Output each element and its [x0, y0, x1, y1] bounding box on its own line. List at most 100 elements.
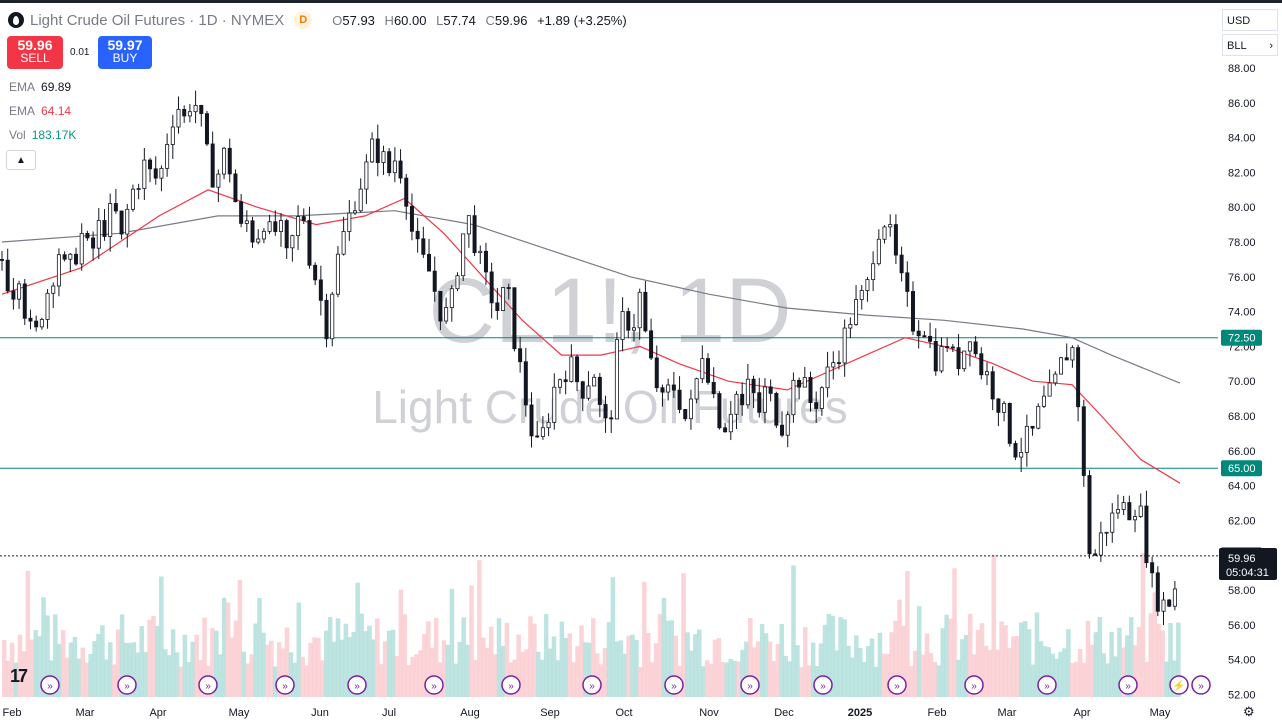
candle-body — [301, 216, 306, 221]
event-marker-icon[interactable] — [347, 675, 367, 695]
event-marker-icon[interactable] — [501, 675, 521, 695]
volume-bar — [492, 654, 498, 697]
symbol-title[interactable]: Light Crude Oil Futures · 1D · NYMEX — [30, 11, 285, 29]
candle-body — [535, 435, 540, 438]
event-marker-icon[interactable] — [1118, 675, 1138, 695]
volume-bar — [488, 626, 494, 697]
candle-body — [717, 393, 722, 429]
volume-bar — [327, 617, 333, 697]
volume-bar — [583, 642, 588, 697]
candle-body — [580, 381, 585, 399]
event-marker-icon[interactable] — [117, 675, 137, 695]
candle-body — [740, 393, 745, 406]
event-marker-icon[interactable] — [740, 675, 760, 695]
indicator-ema-200[interactable]: EMA 69.89 — [9, 80, 72, 94]
candle-body — [643, 291, 648, 332]
volume-bar — [111, 664, 117, 697]
settings-icon[interactable]: ⚙ — [1243, 704, 1255, 719]
candle-body — [176, 108, 181, 128]
volume-bar — [1128, 617, 1134, 697]
event-marker-icon[interactable] — [887, 675, 907, 695]
event-marker-icon[interactable] — [1191, 675, 1211, 695]
event-marker-icon[interactable] — [664, 675, 684, 695]
volume-bar — [115, 629, 121, 697]
volume-bar — [649, 662, 655, 697]
candle-body — [819, 387, 824, 409]
event-marker-icon[interactable] — [275, 675, 295, 695]
tradingview-logo[interactable]: 17 — [10, 666, 28, 686]
candle-body — [392, 160, 397, 174]
volume-bar — [119, 614, 125, 697]
buy-button[interactable]: 59.97 BUY — [98, 36, 152, 69]
price-axis[interactable]: 88.00 86.00 84.00 82.00 80.00 78.00 76.00 74.00… — [1218, 62, 1282, 702]
volume-bar — [948, 618, 953, 697]
candle-body — [603, 404, 608, 419]
candle-body — [250, 220, 255, 243]
event-marker-icon[interactable] — [1037, 675, 1057, 695]
candle-body — [222, 147, 227, 175]
volume-bar — [940, 628, 945, 697]
volume-bar — [45, 615, 50, 697]
volume-bar — [909, 666, 914, 697]
volume-bar — [579, 625, 584, 697]
volume-bar — [198, 660, 203, 697]
candle-body — [928, 335, 933, 342]
candle-body — [711, 381, 716, 395]
collapse-legend-button[interactable]: ▲ — [6, 150, 36, 170]
volume-bar — [1019, 622, 1024, 697]
volume-bar — [1077, 648, 1083, 697]
volume-bar — [532, 623, 537, 697]
volume-bar — [528, 616, 533, 697]
unit-selector[interactable]: BLL › — [1222, 34, 1278, 56]
volume-bar — [1042, 646, 1048, 697]
volume-bar — [897, 599, 902, 697]
currency-selector[interactable]: USD — [1222, 9, 1278, 31]
time-axis-bg — [0, 700, 1218, 726]
candles — [0, 90, 1177, 626]
delayed-badge[interactable]: D — [294, 11, 313, 29]
time-axis[interactable]: Feb Mar Apr May Jun Jul Aug Sep Oct Nov Dec 2025 Feb… — [0, 700, 1218, 726]
volume-bar — [147, 619, 152, 697]
volume-bar — [1093, 632, 1099, 697]
candle-body — [1161, 599, 1166, 612]
candle-body — [324, 299, 329, 340]
candle-body — [489, 271, 494, 304]
volume-bar — [755, 641, 761, 697]
volume-bar — [84, 662, 89, 697]
volume-bar — [418, 650, 423, 697]
event-marker-icon[interactable] — [198, 675, 218, 695]
volume-bar — [308, 642, 313, 697]
indicator-volume[interactable]: Vol 183.17K — [9, 128, 77, 142]
candle-body — [421, 238, 426, 255]
event-marker-icon[interactable] — [813, 675, 833, 695]
candle-body — [1041, 395, 1046, 407]
candle-body — [1002, 402, 1007, 413]
volume-bar — [783, 655, 788, 697]
volume-bar — [744, 641, 749, 697]
event-markers[interactable]: » » » » » » » » » » » » » » » ⚡ » — [40, 675, 1211, 695]
event-marker-icon[interactable] — [1169, 675, 1189, 695]
chevron-up-icon: ▲ — [16, 154, 26, 166]
event-marker-icon[interactable] — [582, 675, 602, 695]
indicator-ema-50[interactable]: EMA 64.14 — [9, 104, 72, 118]
volume-bar — [846, 645, 851, 697]
volume-bar — [355, 582, 360, 697]
candle-body — [563, 379, 568, 382]
volume-bar — [736, 661, 741, 697]
price-tick-label: 84.00 — [1228, 133, 1256, 145]
sell-button[interactable]: 59.96 SELL — [7, 36, 63, 69]
candle-body — [660, 387, 665, 393]
volume-bar — [41, 597, 46, 697]
candle-body — [859, 290, 864, 300]
event-marker-icon[interactable] — [964, 675, 984, 695]
event-arrow-icon: » — [47, 681, 53, 692]
event-marker-icon[interactable] — [40, 675, 60, 695]
volume-bar — [1136, 627, 1142, 697]
chevron-right-icon: › — [1269, 40, 1273, 52]
volume-bar — [724, 662, 730, 697]
high-value: 60.00 — [393, 12, 427, 28]
event-marker-icon[interactable] — [424, 675, 444, 695]
volume-bar — [25, 570, 31, 697]
candle-body — [637, 291, 642, 329]
